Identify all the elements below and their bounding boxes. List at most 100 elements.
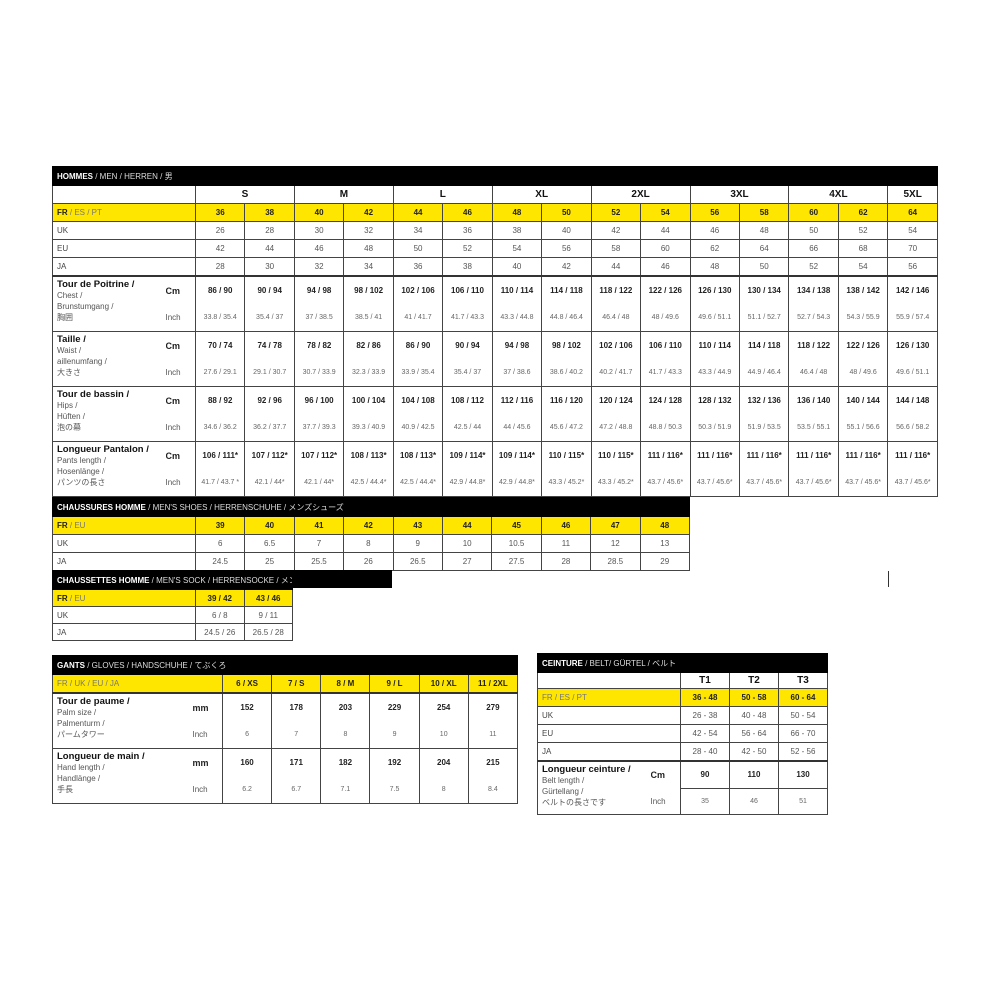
size-value: 46 bbox=[640, 257, 691, 277]
measure-value-inch: 53.5 / 55.1 bbox=[788, 414, 839, 442]
table-title-bold: CHAUSSETTES HOMME bbox=[57, 575, 150, 585]
measure-label-line: Brunstumgang / bbox=[57, 302, 114, 311]
row-label: JA bbox=[52, 257, 196, 277]
measure-value-cm: 122 / 126 bbox=[837, 331, 889, 359]
unit-cm: Cm bbox=[650, 760, 681, 788]
measure-value-inch: 42.5 / 44 bbox=[442, 414, 493, 442]
measure-row-cm: Tour de paume / Palm size / Palmenturm / パー… bbox=[52, 692, 519, 749]
measure-value-inch: 49.6 / 51.1 bbox=[887, 359, 938, 387]
size-value: 54 bbox=[491, 239, 543, 258]
measure-row-cm: Longueur de main / Hand length / Handlänge… bbox=[52, 748, 519, 804]
measure-value-inch: 45.6 / 47.2 bbox=[541, 414, 592, 442]
size-value: 36 bbox=[392, 257, 444, 277]
measure-label: Longueur ceinture / Belt length / Gürtella… bbox=[537, 760, 651, 815]
size-value: 25.5 bbox=[293, 552, 345, 571]
size-value: 68 bbox=[837, 239, 889, 258]
region-size-value: 52 bbox=[590, 203, 642, 222]
measure-value-cm: 102 / 106 bbox=[392, 275, 444, 304]
measure-label-line: Hüften / bbox=[57, 412, 86, 421]
region-size-value: 46 bbox=[442, 203, 493, 222]
measure-label-line: Hips / bbox=[57, 401, 78, 410]
measure-value-cm: 108 / 113* bbox=[343, 441, 394, 469]
size-value: 24.5 / 26 bbox=[195, 623, 245, 641]
table-title-bold: HOMMES bbox=[57, 171, 93, 181]
size-value: 13 bbox=[639, 534, 691, 553]
measure-value-inch: 47.2 / 48.8 bbox=[590, 414, 642, 442]
measure-value-inch: 6 bbox=[221, 721, 273, 749]
title-row: GANTS / GLOVES / HANDSCHUHE / てぶくろ bbox=[52, 655, 518, 675]
size-value: 40 - 48 bbox=[729, 706, 779, 725]
size-value: 28 - 40 bbox=[680, 742, 730, 762]
measure-value-cm: 104 / 108 bbox=[392, 386, 444, 414]
measure-label: Tour de Poitrine / Chest / Brunstumgang / 胸… bbox=[52, 275, 166, 332]
measure-value-cm: 94 / 98 bbox=[491, 331, 543, 359]
row-label: JA bbox=[537, 742, 681, 762]
region-label-rest: FR / UK / EU / JA bbox=[57, 679, 120, 688]
measure-value-inch: 32.3 / 33.9 bbox=[343, 359, 394, 387]
measure-label-line: Taille / bbox=[57, 334, 86, 345]
measure-value-inch: 29.1 / 30.7 bbox=[244, 359, 295, 387]
size-value: 27 bbox=[441, 552, 493, 571]
unit-inch: Inch bbox=[192, 776, 223, 804]
size-group-t1: T1 bbox=[680, 672, 730, 689]
region-size-value: 54 bbox=[640, 203, 691, 222]
measure-row-cm: Tour de Poitrine / Chest / Brunstumgang / 胸… bbox=[52, 275, 938, 332]
size-value: 27.5 bbox=[491, 552, 542, 571]
region-size-value: 43 / 46 bbox=[243, 589, 293, 607]
region-size-value: 10 / XL bbox=[418, 674, 469, 694]
measure-value-inch: 44.8 / 46.4 bbox=[541, 304, 592, 332]
region-size-value: 56 bbox=[689, 203, 740, 222]
size-value: 8 bbox=[343, 534, 394, 553]
region-size-value: 6 / XS bbox=[221, 674, 273, 694]
row-label: EU bbox=[537, 724, 681, 743]
measure-value-cm: 106 / 110 bbox=[640, 331, 691, 359]
size-row-ja: JA 28 - 40 42 - 50 52 - 56 bbox=[537, 742, 828, 762]
size-value: 64 bbox=[738, 239, 790, 258]
table-title-rest: / GLOVES / HANDSCHUHE / てぶくろ bbox=[85, 660, 227, 670]
size-value: 9 bbox=[392, 534, 443, 553]
size-value: 42 bbox=[194, 239, 246, 258]
measure-row-cm: Tour de bassin / Hips / Hüften / 泡の幕 Cm 88 / … bbox=[52, 386, 938, 442]
measure-value-cm: 279 bbox=[467, 692, 519, 721]
size-value: 28 bbox=[194, 257, 246, 277]
size-row-eu: EU 42 44 46 48 50 52 54 56 58 60 62 64 66 68 70 bbox=[52, 239, 938, 258]
size-value: 48 bbox=[738, 221, 790, 240]
region-label: FR / EU bbox=[52, 516, 196, 535]
shoes-size-table: CHAUSSURES HOMME / MEN'S SHOES / HERRENS… bbox=[52, 497, 691, 571]
measure-label-line: Palm size / bbox=[57, 708, 97, 717]
measure-value-inch: 6.2 bbox=[221, 776, 273, 804]
divider-mark bbox=[888, 571, 889, 587]
measure-row-inch: Inch 6.2 6.7 7.1 7.5 8 8.4 bbox=[53, 776, 519, 804]
size-value: 42 - 54 bbox=[680, 724, 730, 743]
region-size-value: 64 bbox=[887, 203, 938, 222]
size-group-row: S M L XL 2XL 3XL 4XL 5XL bbox=[52, 185, 938, 204]
row-label: JA bbox=[52, 623, 196, 641]
size-value: 42 bbox=[541, 257, 592, 277]
measure-value-cm: 106 / 110 bbox=[442, 275, 493, 304]
measure-value-inch: 50.3 / 51.9 bbox=[689, 414, 740, 442]
measure-value-inch: 10 bbox=[418, 721, 469, 749]
size-value: 32 bbox=[293, 257, 345, 277]
measure-value-inch: 55.1 / 56.6 bbox=[837, 414, 889, 442]
size-value: 9 / 11 bbox=[243, 606, 293, 624]
measure-value-cm: 110 / 114 bbox=[491, 275, 543, 304]
measure-value-inch: 33.9 / 35.4 bbox=[392, 359, 444, 387]
table-title-bold: CEINTURE bbox=[542, 658, 583, 668]
measure-value-cm: 178 bbox=[271, 692, 322, 721]
size-value: 26 bbox=[194, 221, 246, 240]
measure-value-inch: 48.8 / 50.3 bbox=[640, 414, 691, 442]
measure-value-inch: 37.7 / 39.3 bbox=[293, 414, 345, 442]
size-group-3xl: 3XL bbox=[689, 185, 790, 204]
size-value: 40 bbox=[541, 221, 592, 240]
empty-cell bbox=[537, 672, 681, 689]
measure-value-inch: 49.6 / 51.1 bbox=[689, 304, 740, 332]
size-value: 40 bbox=[491, 257, 543, 277]
measure-value-cm: 109 / 114* bbox=[442, 441, 493, 469]
row-label: UK bbox=[52, 221, 196, 240]
measure-value-inch: 46 bbox=[729, 787, 779, 815]
size-value: 7 bbox=[293, 534, 345, 553]
measure-value-inch: 11 bbox=[467, 721, 519, 749]
size-value: 10.5 bbox=[491, 534, 542, 553]
measure-label: Longueur Pantalon / Pants length / Hosenlä… bbox=[52, 441, 166, 497]
size-value: 28 bbox=[540, 552, 592, 571]
